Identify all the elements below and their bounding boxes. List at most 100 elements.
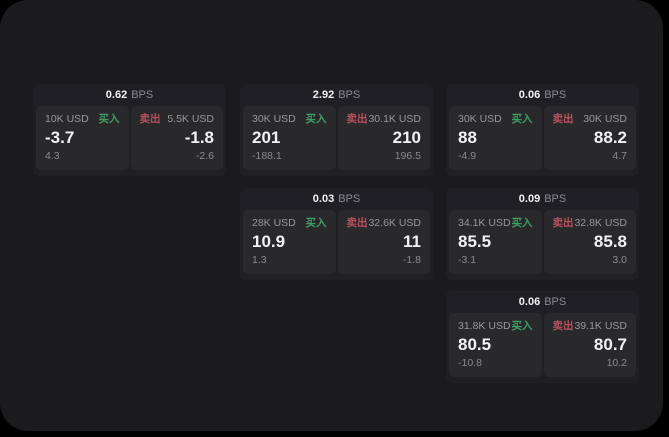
sell-delta: 4.7	[612, 150, 627, 162]
sell-tile-top: 卖出 32.8K USD	[553, 217, 628, 230]
sell-size: 30.1K USD	[368, 113, 421, 125]
bps-value: 0.03	[312, 193, 335, 205]
sell-delta: 3.0	[612, 254, 627, 266]
buy-tile[interactable]: 30K USD 买入 201 -188.1	[243, 106, 336, 170]
buy-delta: 4.3	[45, 150, 60, 162]
buy-size: 28K USD	[252, 217, 296, 229]
sell-side-label: 卖出	[346, 217, 368, 229]
buy-delta: 1.3	[252, 254, 267, 266]
sell-tile-top: 卖出 32.6K USD	[347, 217, 422, 230]
sell-delta: -1.8	[402, 254, 421, 266]
buy-side-label: 买入	[511, 113, 533, 125]
sell-delta: 196.5	[394, 150, 421, 162]
quote-card: 2.92 BPS 30K USD 买入 201 -188.1 卖出 30.1K U…	[240, 84, 433, 176]
sell-side-label: 卖出	[552, 320, 574, 332]
price-tiles: 30K USD 买入 88 -4.9 卖出 30K USD 88.2 4.7	[449, 106, 636, 170]
buy-tile[interactable]: 30K USD 买入 88 -4.9	[449, 106, 542, 170]
sell-tile[interactable]: 卖出 30.1K USD 210 196.5	[337, 106, 430, 170]
app-window: 0.62 BPS 10K USD 买入 -3.7 4.3 卖出 5.5K USD …	[0, 0, 663, 431]
sell-tile[interactable]: 卖出 32.8K USD 85.8 3.0	[543, 210, 636, 274]
sell-price: -1.8	[184, 128, 214, 147]
bps-unit-label: BPS	[338, 89, 361, 101]
buy-size: 34.1K USD	[458, 217, 511, 229]
buy-price: 80.5	[458, 335, 492, 354]
quote-card: 0.03 BPS 28K USD 买入 10.9 1.3 卖出 32.6K USD…	[240, 188, 433, 280]
bps-value: 0.06	[518, 89, 541, 101]
buy-size: 10K USD	[45, 113, 89, 125]
sell-side-label: 卖出	[552, 217, 574, 229]
buy-side-label: 买入	[305, 113, 327, 125]
sell-size: 32.8K USD	[574, 217, 627, 229]
sell-delta: 10.2	[606, 357, 627, 369]
buy-size: 30K USD	[458, 113, 502, 125]
buy-delta: -4.9	[458, 150, 477, 162]
sell-tile-top: 卖出 5.5K USD	[140, 113, 215, 126]
buy-tile-top: 30K USD 买入	[252, 113, 327, 126]
price-tiles: 10K USD 买入 -3.7 4.3 卖出 5.5K USD -1.8 -2.…	[36, 106, 223, 170]
bps-unit-label: BPS	[544, 296, 567, 308]
buy-size: 30K USD	[252, 113, 296, 125]
sell-side-label: 卖出	[552, 113, 574, 125]
sell-size: 5.5K USD	[167, 113, 214, 125]
bps-header: 0.06 BPS	[446, 291, 639, 313]
buy-delta: -3.1	[458, 254, 477, 266]
sell-size: 39.1K USD	[574, 320, 627, 332]
bps-header: 0.62 BPS	[33, 84, 226, 106]
buy-delta: -188.1	[252, 150, 282, 162]
price-tiles: 30K USD 买入 201 -188.1 卖出 30.1K USD 210 1…	[243, 106, 430, 170]
bps-value: 0.62	[105, 89, 128, 101]
sell-delta: -2.6	[195, 150, 214, 162]
buy-tile[interactable]: 31.8K USD 买入 80.5 -10.8	[449, 313, 542, 377]
sell-tile[interactable]: 卖出 30K USD 88.2 4.7	[543, 106, 636, 170]
sell-price: 80.7	[593, 335, 627, 354]
sell-side-label: 卖出	[346, 113, 368, 125]
bps-unit-label: BPS	[338, 193, 361, 205]
buy-tile-top: 34.1K USD 买入	[458, 217, 533, 230]
buy-price: 201	[252, 128, 281, 147]
buy-tile-top: 28K USD 买入	[252, 217, 327, 230]
buy-tile-top: 31.8K USD 买入	[458, 320, 533, 333]
price-tiles: 34.1K USD 买入 85.5 -3.1 卖出 32.8K USD 85.8…	[449, 210, 636, 274]
buy-price: 10.9	[252, 232, 286, 251]
bps-header: 0.09 BPS	[446, 188, 639, 210]
buy-tile[interactable]: 34.1K USD 买入 85.5 -3.1	[449, 210, 542, 274]
buy-size: 31.8K USD	[458, 320, 511, 332]
price-tiles: 31.8K USD 买入 80.5 -10.8 卖出 39.1K USD 80.…	[449, 313, 636, 377]
sell-tile[interactable]: 卖出 39.1K USD 80.7 10.2	[543, 313, 636, 377]
bps-value: 0.09	[518, 193, 541, 205]
buy-tile[interactable]: 28K USD 买入 10.9 1.3	[243, 210, 336, 274]
bps-unit-label: BPS	[131, 89, 154, 101]
sell-tile[interactable]: 卖出 32.6K USD 11 -1.8	[337, 210, 430, 274]
price-tiles: 28K USD 买入 10.9 1.3 卖出 32.6K USD 11 -1.8	[243, 210, 430, 274]
sell-price: 210	[392, 128, 421, 147]
bps-header: 2.92 BPS	[240, 84, 433, 106]
buy-tile-top: 30K USD 买入	[458, 113, 533, 126]
buy-price: 85.5	[458, 232, 492, 251]
buy-price: 88	[458, 128, 477, 147]
buy-price: -3.7	[45, 128, 75, 147]
bps-header: 0.03 BPS	[240, 188, 433, 210]
quote-card: 0.06 BPS 31.8K USD 买入 80.5 -10.8 卖出 39.1K…	[446, 291, 639, 383]
buy-side-label: 买入	[305, 217, 327, 229]
buy-side-label: 买入	[511, 217, 533, 229]
sell-tile-top: 卖出 30K USD	[553, 113, 628, 126]
sell-price: 88.2	[593, 128, 627, 147]
buy-tile-top: 10K USD 买入	[45, 113, 120, 126]
bps-unit-label: BPS	[544, 193, 567, 205]
sell-price: 85.8	[593, 232, 627, 251]
buy-side-label: 买入	[98, 113, 120, 125]
buy-side-label: 买入	[511, 320, 533, 332]
buy-delta: -10.8	[458, 357, 482, 369]
bps-value: 2.92	[312, 89, 335, 101]
quote-card: 0.06 BPS 30K USD 买入 88 -4.9 卖出 30K USD 88…	[446, 84, 639, 176]
quote-card: 0.09 BPS 34.1K USD 买入 85.5 -3.1 卖出 32.8K …	[446, 188, 639, 280]
quote-card: 0.62 BPS 10K USD 买入 -3.7 4.3 卖出 5.5K USD …	[33, 84, 226, 176]
sell-side-label: 卖出	[139, 113, 161, 125]
sell-tile[interactable]: 卖出 5.5K USD -1.8 -2.6	[130, 106, 223, 170]
sell-tile-top: 卖出 30.1K USD	[347, 113, 422, 126]
buy-tile[interactable]: 10K USD 买入 -3.7 4.3	[36, 106, 129, 170]
sell-price: 11	[403, 232, 421, 251]
bps-value: 0.06	[518, 296, 541, 308]
bps-unit-label: BPS	[544, 89, 567, 101]
sell-size: 32.6K USD	[368, 217, 421, 229]
